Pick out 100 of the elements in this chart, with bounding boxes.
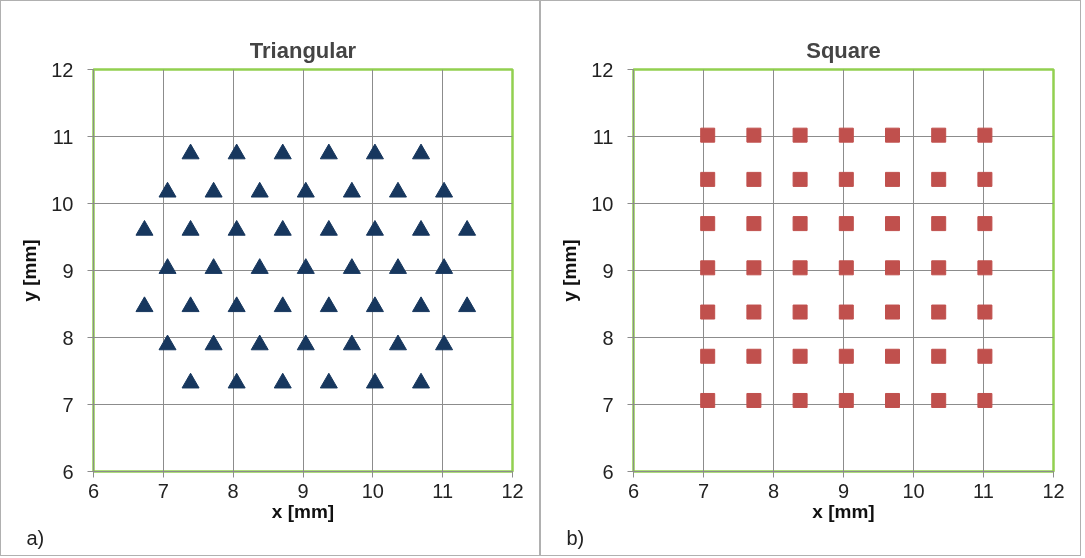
- point: [792, 171, 808, 187]
- point: [746, 304, 762, 320]
- point: [885, 260, 900, 276]
- point: [365, 296, 384, 313]
- point: [792, 348, 808, 364]
- point: [792, 392, 808, 408]
- x-tick-label: 8: [767, 479, 780, 502]
- x-tick-label: 10: [902, 479, 925, 502]
- point: [931, 216, 947, 232]
- point: [458, 219, 477, 236]
- point: [250, 258, 269, 274]
- y-tick-label: 9: [62, 259, 74, 282]
- point: [792, 216, 808, 232]
- point: [838, 348, 854, 364]
- point: [931, 171, 947, 187]
- y-tick-label: 11: [592, 125, 614, 148]
- point: [365, 143, 384, 160]
- y-tick-label: 10: [591, 192, 614, 215]
- point: [342, 334, 361, 351]
- point: [838, 392, 854, 408]
- text: b): [566, 526, 585, 549]
- point: [885, 171, 900, 187]
- point: [435, 181, 454, 198]
- y-tick-label: 10: [51, 192, 74, 215]
- x-tick-label: 12: [501, 479, 524, 502]
- point: [319, 219, 338, 236]
- point: [365, 219, 384, 236]
- point: [273, 296, 292, 313]
- point: [700, 260, 716, 276]
- point: [792, 260, 808, 276]
- point: [838, 127, 854, 143]
- text: a): [26, 526, 45, 549]
- point: [792, 127, 808, 143]
- point: [412, 219, 431, 236]
- y-tick-label: 7: [602, 393, 614, 416]
- point: [435, 258, 454, 274]
- point: [977, 171, 993, 187]
- point: [296, 258, 315, 274]
- y-tick-label: 8: [602, 326, 614, 349]
- y-axis-title: y [mm]: [559, 239, 581, 302]
- point: [181, 372, 200, 389]
- point: [977, 127, 993, 143]
- x-tick-label: 6: [627, 479, 640, 502]
- point: [792, 304, 808, 320]
- point: [319, 372, 338, 389]
- point: [204, 258, 223, 274]
- point: [158, 334, 177, 351]
- point: [435, 334, 454, 351]
- point: [181, 143, 200, 160]
- chart-title: Square: [806, 37, 881, 63]
- point: [977, 304, 993, 320]
- point: [135, 219, 154, 236]
- point: [388, 334, 407, 351]
- point: [700, 127, 716, 143]
- point: [158, 181, 177, 198]
- point: [273, 372, 292, 389]
- x-tick-label: 7: [157, 479, 169, 502]
- point: [250, 334, 269, 351]
- point: [977, 348, 993, 364]
- point: [977, 392, 993, 408]
- point: [746, 171, 762, 187]
- point: [296, 334, 315, 351]
- point: [273, 143, 292, 160]
- point: [885, 127, 900, 143]
- point: [838, 260, 854, 276]
- x-tick-label: 8: [227, 479, 239, 502]
- point: [250, 181, 269, 198]
- point: [977, 216, 993, 232]
- point: [838, 304, 854, 320]
- point: [181, 219, 200, 236]
- point: [227, 296, 246, 313]
- point: [204, 181, 223, 198]
- point: [885, 216, 900, 232]
- point: [700, 348, 716, 364]
- x-tick-label: 10: [361, 479, 384, 502]
- x-axis-title: x [mm]: [812, 500, 875, 522]
- y-tick-label: 7: [62, 393, 74, 416]
- point: [458, 296, 477, 313]
- y-tick-label: 6: [62, 460, 74, 483]
- point: [700, 216, 716, 232]
- x-tick-label: 11: [432, 479, 454, 502]
- point: [931, 127, 947, 143]
- x-tick-label: 7: [697, 479, 710, 502]
- point: [181, 296, 200, 313]
- x-tick-label: 9: [297, 479, 309, 502]
- point: [319, 296, 338, 313]
- point: [700, 304, 716, 320]
- point: [885, 304, 900, 320]
- point: [838, 171, 854, 187]
- point: [412, 296, 431, 313]
- point: [227, 219, 246, 236]
- point: [342, 258, 361, 274]
- y-tick-label: 9: [602, 259, 614, 282]
- point: [746, 216, 762, 232]
- point: [931, 304, 947, 320]
- point: [135, 296, 154, 313]
- point: [746, 348, 762, 364]
- y-tick-label: 12: [591, 58, 614, 81]
- point: [700, 392, 716, 408]
- y-tick-label: 8: [62, 326, 74, 349]
